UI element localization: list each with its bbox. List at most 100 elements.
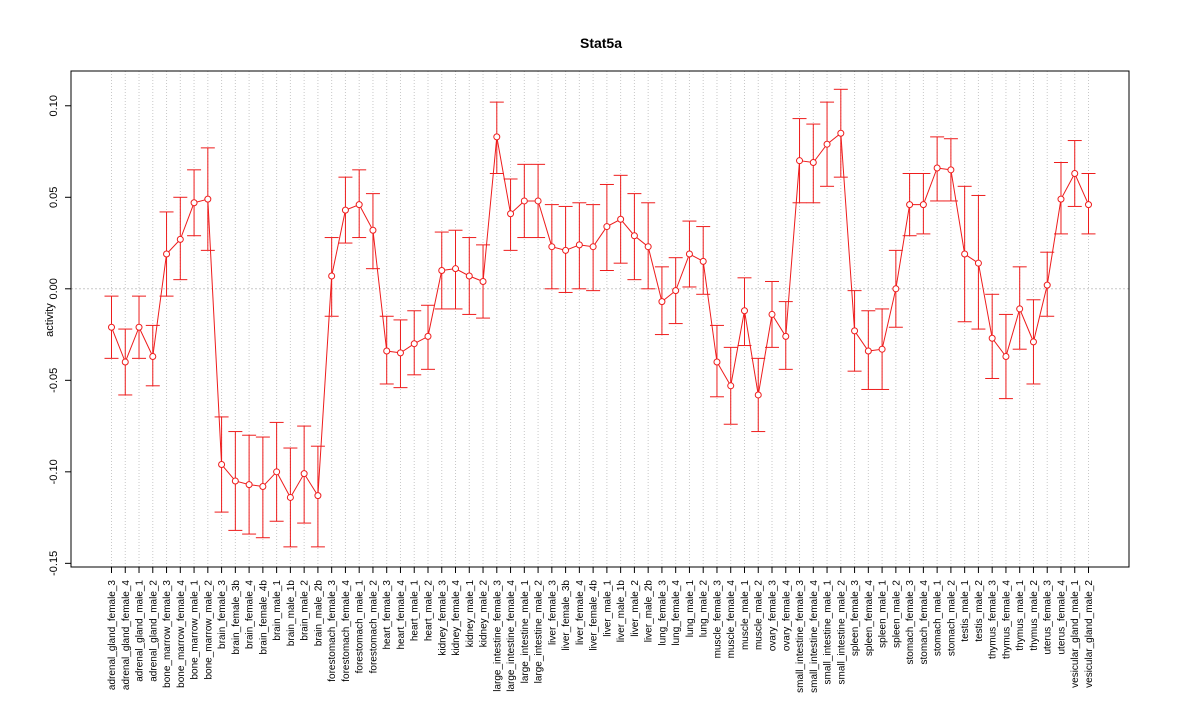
x-tick-label: muscle_male_1: [740, 580, 751, 650]
x-tick-label: kidney_male_1: [465, 580, 476, 648]
data-point: [892, 285, 900, 293]
x-tick-label: heart_female_3: [382, 580, 393, 650]
data-point: [1029, 338, 1037, 346]
x-tick-label: kidney_female_3: [437, 580, 448, 656]
x-tick-label: adrenal_gland_female_4: [121, 580, 132, 691]
x-tick-label: brain_male_2: [300, 580, 311, 641]
data-point: [796, 157, 804, 165]
series-layer: [104, 88, 1096, 548]
x-tick-label: uterus_female_4: [1056, 580, 1067, 655]
x-tick-label: forestomach_male_2: [368, 580, 379, 674]
data-point: [658, 298, 666, 306]
data-point: [933, 164, 941, 172]
data-point: [988, 334, 996, 342]
x-tick-label: large_intestine_female_3: [492, 580, 503, 692]
data-point: [245, 481, 253, 489]
data-point: [672, 287, 680, 295]
x-tick-label: brain_female_4: [245, 580, 256, 649]
y-tick-label: 0.00: [48, 278, 60, 299]
y-tick-label: -0.15: [48, 551, 60, 576]
x-tick-label: muscle_female_3: [712, 580, 723, 659]
x-tick-label: kidney_female_4: [451, 580, 462, 656]
x-tick-label: lung_female_3: [657, 580, 668, 646]
data-point: [479, 277, 487, 285]
x-tick-label: lung_female_4: [671, 580, 682, 646]
data-point: [699, 257, 707, 265]
data-point: [534, 197, 542, 205]
x-tick-label: heart_female_4: [396, 580, 407, 650]
x-tick-label: stomach_female_4: [919, 580, 930, 665]
x-tick-label: thymus_female_3: [988, 580, 999, 659]
data-point: [1071, 169, 1079, 177]
data-point: [328, 272, 336, 280]
y-tick-label: -0.05: [48, 368, 60, 393]
x-tick-label: muscle_female_4: [726, 580, 737, 659]
data-point: [851, 327, 859, 335]
data-point: [218, 461, 226, 469]
x-tick-label: thymus_female_4: [1001, 580, 1012, 659]
x-tick-label: testis_male_2: [974, 580, 985, 642]
x-tick-label: large_intestine_male_1: [520, 580, 531, 684]
data-point: [1016, 305, 1024, 313]
x-tick-label: large_intestine_female_4: [506, 580, 517, 692]
data-point: [204, 195, 212, 203]
data-point: [562, 246, 570, 254]
x-tick-label: forestomach_male_1: [355, 580, 366, 674]
data-point: [947, 166, 955, 174]
x-tick-label: vesicular_gland_male_1: [1070, 580, 1081, 688]
x-tick-label: liver_female_3b: [561, 580, 572, 651]
data-point: [507, 210, 515, 218]
x-tick-label: adrenal_gland_male_2: [148, 580, 159, 682]
data-point: [548, 243, 556, 251]
x-tick-label: bone_marrow_male_1: [190, 580, 201, 680]
y-tick-label: 0.10: [48, 95, 60, 116]
y-tick-label: 0.05: [48, 187, 60, 208]
data-point: [286, 493, 294, 501]
data-point: [878, 345, 886, 353]
y-tick-label: -0.10: [48, 459, 60, 484]
data-point: [906, 201, 914, 209]
data-point: [396, 349, 404, 357]
data-point: [575, 241, 583, 249]
x-tick-label: bone_marrow_female_3: [162, 580, 173, 688]
data-point: [383, 347, 391, 355]
data-point: [273, 468, 281, 476]
x-tick-label: heart_male_2: [423, 580, 434, 642]
data-point: [644, 243, 652, 251]
x-tick-label: spleen_male_2: [891, 580, 902, 648]
data-point: [974, 259, 982, 267]
data-point: [740, 307, 748, 315]
x-tick-label: thymus_male_2: [1029, 580, 1040, 651]
x-tick-label: liver_female_4: [575, 580, 586, 645]
plot-frame: [70, 70, 1130, 568]
x-tick-labels: adrenal_gland_female_3 adrenal_gland_fema…: [107, 580, 1095, 693]
data-point: [465, 272, 473, 280]
x-tick-label: ovary_female_3: [768, 580, 779, 652]
x-tick-label: muscle_male_2: [754, 580, 765, 650]
y-axis-label: activity: [44, 303, 56, 337]
x-tick-label: spleen_female_4: [864, 580, 875, 657]
x-tick-label: uterus_female_3: [1043, 580, 1054, 655]
data-point: [589, 243, 597, 251]
x-tick-label: brain_female_3b: [231, 580, 242, 655]
data-point: [452, 265, 460, 273]
x-tick-label: adrenal_gland_male_1: [135, 580, 146, 682]
x-tick-label: stomach_male_1: [933, 580, 944, 657]
data-point: [713, 358, 721, 366]
data-point: [410, 340, 418, 348]
x-tick-label: liver_male_1: [602, 580, 613, 637]
data-point: [190, 199, 198, 207]
data-point: [369, 226, 377, 234]
data-point: [355, 201, 363, 209]
data-point: [617, 215, 625, 223]
x-tick-label: brain_male_1b: [286, 580, 297, 647]
data-point: [135, 323, 143, 331]
data-point: [837, 129, 845, 137]
data-point: [493, 133, 501, 141]
data-point: [1002, 353, 1010, 361]
x-tick-label: small_intestine_male_2: [836, 580, 847, 685]
x-tick-label: liver_male_1b: [616, 580, 627, 643]
data-point: [754, 391, 762, 399]
data-point: [1085, 201, 1092, 209]
